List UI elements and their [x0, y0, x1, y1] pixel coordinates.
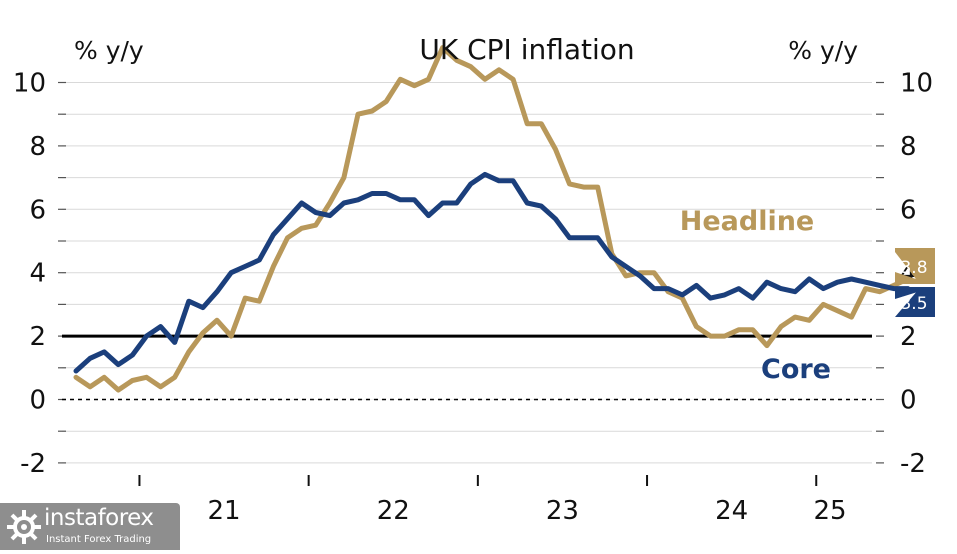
y-tick-label-right: 2 [900, 322, 917, 352]
x-tick-label: 24 [715, 496, 748, 526]
y-tick-label-left: 2 [29, 322, 46, 352]
y-axis-label-left: % y/y [74, 36, 144, 65]
y-tick-label-left: 8 [29, 132, 46, 162]
series-line-core [73, 171, 911, 374]
series-line-headline [73, 45, 911, 393]
end-value-headline: 3.8 [900, 258, 927, 278]
y-tick-label-right: 10 [900, 69, 933, 99]
series-name-headline: Headline [680, 206, 815, 237]
x-tick-label: 25 [813, 496, 846, 526]
series-lines [73, 45, 911, 393]
watermark-tagline: Instant Forex Trading [46, 534, 152, 545]
watermark-name: instaforex [44, 505, 154, 531]
y-axis-label-right: % y/y [788, 36, 858, 65]
end-tag-core [895, 287, 935, 317]
end-tag-headline [895, 248, 935, 284]
x-tick-label: 22 [377, 496, 410, 526]
y-tick-label-left: 4 [29, 259, 46, 289]
y-tick-label-left: 10 [13, 69, 46, 99]
y-tick-label-left: 0 [29, 386, 46, 416]
gridlines [62, 82, 872, 464]
x-tick-label: 23 [546, 496, 579, 526]
chart-title: UK CPI inflation [419, 33, 634, 66]
end-value-core: 3.5 [900, 294, 927, 314]
y-tick-label-left: 6 [29, 195, 46, 225]
y-tick-label-left: -2 [20, 449, 46, 479]
y-tick-label-right: -2 [900, 449, 926, 479]
instaforex-logo-icon [7, 510, 41, 544]
series-labels: Headline Core 3.8 3.5 [680, 206, 935, 385]
y-tick-label-right: 8 [900, 132, 917, 162]
series-name-core: Core [761, 354, 831, 385]
instaforex-watermark: instaforex Instant Forex Trading [0, 503, 180, 550]
y-tick-label-right: 0 [900, 386, 917, 416]
reference-lines [62, 334, 872, 401]
x-tick-label: 21 [208, 496, 241, 526]
y-tick-label-right: 6 [900, 195, 917, 225]
